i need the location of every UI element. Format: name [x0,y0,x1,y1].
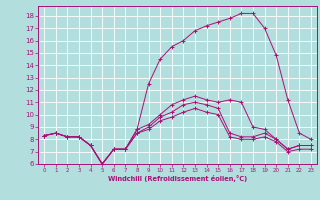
X-axis label: Windchill (Refroidissement éolien,°C): Windchill (Refroidissement éolien,°C) [108,175,247,182]
